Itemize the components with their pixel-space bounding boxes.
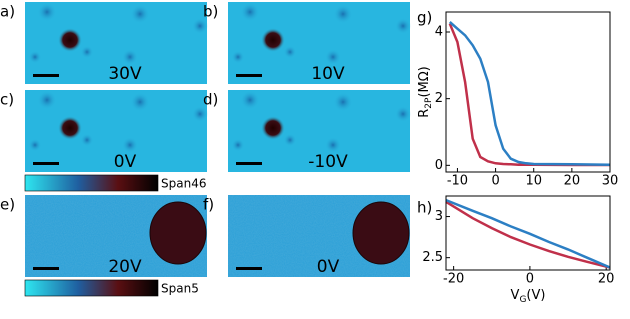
spot xyxy=(122,137,138,153)
panel-letter: h) xyxy=(417,199,432,217)
spot xyxy=(80,45,94,59)
spot xyxy=(240,2,260,22)
x-tick-label: -20 xyxy=(443,272,464,287)
spot xyxy=(58,116,82,140)
y-tick-label: 4 xyxy=(435,25,443,40)
spot xyxy=(37,2,57,22)
spot xyxy=(149,201,207,265)
scale-bar xyxy=(33,267,59,270)
x-tick-label: 0 xyxy=(491,174,499,189)
panel-letter: b) xyxy=(203,3,218,21)
spot xyxy=(28,50,42,64)
label-rest: (MΩ) xyxy=(417,66,432,97)
colorbar-label: Span5 xyxy=(161,282,199,296)
spot xyxy=(395,18,411,34)
x-tick-label: 10 xyxy=(525,174,542,189)
spot xyxy=(261,28,285,52)
y-tick-label: 0 xyxy=(435,158,443,173)
y-tick-label: 3 xyxy=(435,209,443,224)
label-sub: 2P xyxy=(424,97,434,109)
spot xyxy=(261,116,285,140)
spot xyxy=(80,133,94,147)
panel-letter: f) xyxy=(203,196,214,214)
panel-letter: g) xyxy=(417,9,432,27)
spot xyxy=(37,90,57,110)
y-tick-label: 2 xyxy=(435,91,443,106)
spot xyxy=(122,49,138,65)
spot xyxy=(325,137,341,153)
spot xyxy=(58,28,82,52)
spot xyxy=(192,106,208,122)
voltage-label: -10V xyxy=(308,152,348,172)
axis-label: VG(V) xyxy=(511,288,546,305)
scale-bar xyxy=(236,162,262,165)
axis-label: R2P(MΩ) xyxy=(417,66,434,118)
panel-letter: a) xyxy=(0,3,15,21)
label-main: V xyxy=(511,288,520,303)
spot xyxy=(130,4,150,24)
voltage-label: 30V xyxy=(108,64,142,84)
data-line xyxy=(448,21,611,166)
voltage-label: 10V xyxy=(311,64,345,84)
scale-bar xyxy=(236,267,262,270)
voltage-label: 0V xyxy=(114,152,137,172)
data-line xyxy=(445,198,611,269)
data-line xyxy=(445,200,611,269)
colorbar xyxy=(24,174,159,192)
label-sub: G xyxy=(519,295,526,305)
colorbar xyxy=(24,279,159,297)
spot xyxy=(192,18,208,34)
x-tick-label: 20 xyxy=(598,272,615,287)
colorbar-label: Span46 xyxy=(161,177,206,191)
panel-letter: c) xyxy=(0,91,14,109)
label-main: R xyxy=(417,109,432,118)
voltage-label: 20V xyxy=(108,257,142,277)
scale-bar xyxy=(33,74,59,77)
spot xyxy=(352,201,410,265)
spot xyxy=(333,4,353,24)
spot xyxy=(395,106,411,122)
spot xyxy=(325,49,341,65)
axes-frame xyxy=(445,195,611,271)
x-tick-label: -10 xyxy=(447,174,468,189)
spot xyxy=(283,45,297,59)
spot xyxy=(283,133,297,147)
x-tick-label: 0 xyxy=(526,272,534,287)
x-tick-label: 20 xyxy=(564,174,581,189)
spot xyxy=(28,138,42,152)
voltage-label: 0V xyxy=(317,257,340,277)
label-rest: (V) xyxy=(526,288,545,303)
spot xyxy=(333,92,353,112)
scale-bar xyxy=(236,74,262,77)
spot xyxy=(231,50,245,64)
y-tick-label: 2.5 xyxy=(422,250,443,265)
axes-frame xyxy=(445,11,611,173)
scale-bar xyxy=(33,162,59,165)
spot xyxy=(231,138,245,152)
spot xyxy=(240,90,260,110)
x-tick-label: 30 xyxy=(602,174,619,189)
panel-letter: d) xyxy=(203,91,218,109)
spot xyxy=(130,92,150,112)
panel-letter: e) xyxy=(0,196,15,214)
